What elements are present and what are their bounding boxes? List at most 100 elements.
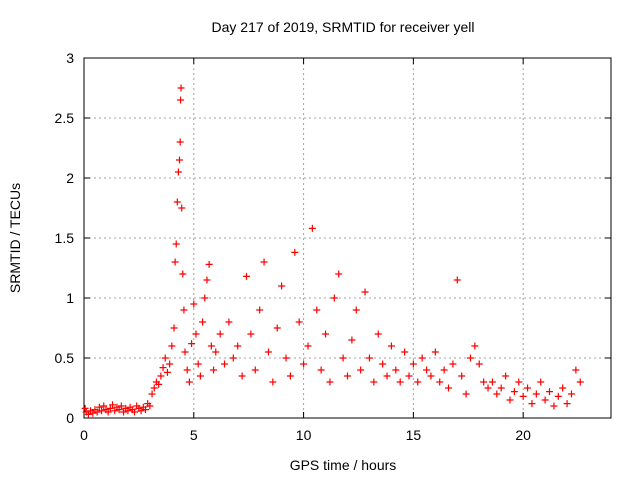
data-point xyxy=(176,156,184,164)
grid-lines xyxy=(84,58,611,418)
data-point xyxy=(559,384,567,392)
data-point xyxy=(563,400,571,408)
data-point xyxy=(178,204,186,212)
y-tick-label: 2 xyxy=(66,170,74,186)
data-point xyxy=(462,390,470,398)
data-point xyxy=(100,402,108,410)
data-point xyxy=(177,84,185,92)
data-point xyxy=(524,384,532,392)
data-point xyxy=(322,330,330,338)
data-point xyxy=(278,282,286,290)
data-point xyxy=(431,348,439,356)
data-point xyxy=(174,168,182,176)
y-tick-label: 1 xyxy=(66,290,74,306)
data-point xyxy=(137,407,145,415)
data-point xyxy=(335,270,343,278)
data-point xyxy=(493,390,501,398)
y-axis-title: SRMTID / TECUs xyxy=(7,183,23,293)
data-point xyxy=(120,408,128,416)
data-point xyxy=(401,348,409,356)
axis-ticks xyxy=(83,57,611,419)
data-point xyxy=(550,402,558,410)
x-tick-label: 15 xyxy=(406,427,422,443)
y-tick-label: 3 xyxy=(66,50,74,66)
data-point xyxy=(81,404,89,412)
data-point xyxy=(576,378,584,386)
data-point xyxy=(405,372,413,380)
data-point xyxy=(93,408,101,416)
data-point xyxy=(541,396,549,404)
data-point xyxy=(317,366,325,374)
data-point xyxy=(115,406,123,414)
data-point xyxy=(183,366,191,374)
data-point xyxy=(205,260,213,268)
data-point xyxy=(282,354,290,362)
data-point xyxy=(89,409,97,417)
x-axis-title: GPS time / hours xyxy=(290,457,397,473)
data-point xyxy=(117,402,125,410)
data-point xyxy=(339,354,347,362)
data-point xyxy=(502,372,510,380)
data-point xyxy=(180,306,188,314)
data-point xyxy=(418,354,426,362)
data-point xyxy=(201,294,209,302)
data-point xyxy=(453,276,461,284)
data-point xyxy=(484,384,492,392)
x-tick-label: 10 xyxy=(296,427,312,443)
data-point xyxy=(396,378,404,386)
data-point xyxy=(171,258,179,266)
data-point xyxy=(207,342,215,350)
data-point xyxy=(124,407,132,415)
data-point xyxy=(308,224,316,232)
data-point xyxy=(436,378,444,386)
x-tick-label: 5 xyxy=(190,427,198,443)
data-point xyxy=(392,366,400,374)
data-point xyxy=(519,392,527,400)
data-point xyxy=(234,342,242,350)
y-tick-label: 0 xyxy=(66,410,74,426)
data-point xyxy=(546,388,554,396)
data-point xyxy=(163,368,171,376)
data-point xyxy=(95,403,103,411)
y-tick-label: 0.5 xyxy=(55,350,75,366)
data-point xyxy=(365,354,373,362)
data-point xyxy=(172,240,180,248)
data-point xyxy=(109,401,117,409)
data-point xyxy=(188,340,196,348)
data-point xyxy=(427,372,435,380)
data-point xyxy=(510,388,518,396)
data-point xyxy=(256,306,264,314)
data-point xyxy=(295,318,303,326)
data-point xyxy=(361,288,369,296)
data-point xyxy=(291,248,299,256)
data-point xyxy=(185,378,193,386)
data-point xyxy=(528,400,536,408)
plot-frame xyxy=(83,57,612,419)
data-point xyxy=(475,360,483,368)
data-point xyxy=(497,384,505,392)
data-point xyxy=(286,372,294,380)
data-point xyxy=(181,348,189,356)
data-point xyxy=(304,342,312,350)
data-point xyxy=(199,318,207,326)
data-point xyxy=(409,360,417,368)
data-point xyxy=(374,330,382,338)
data-point xyxy=(515,378,523,386)
data-point xyxy=(251,366,259,374)
data-point xyxy=(567,390,575,398)
data-point xyxy=(572,366,580,374)
data-point xyxy=(269,378,277,386)
data-point xyxy=(131,408,139,416)
data-point xyxy=(532,390,540,398)
x-tick-label: 0 xyxy=(80,427,88,443)
data-point xyxy=(150,384,158,392)
data-point xyxy=(313,306,321,314)
data-point xyxy=(260,258,268,266)
data-point xyxy=(148,390,156,398)
data-point xyxy=(196,372,204,380)
data-points xyxy=(81,84,584,418)
data-point xyxy=(488,378,496,386)
data-point xyxy=(449,360,457,368)
data-point xyxy=(554,392,562,400)
